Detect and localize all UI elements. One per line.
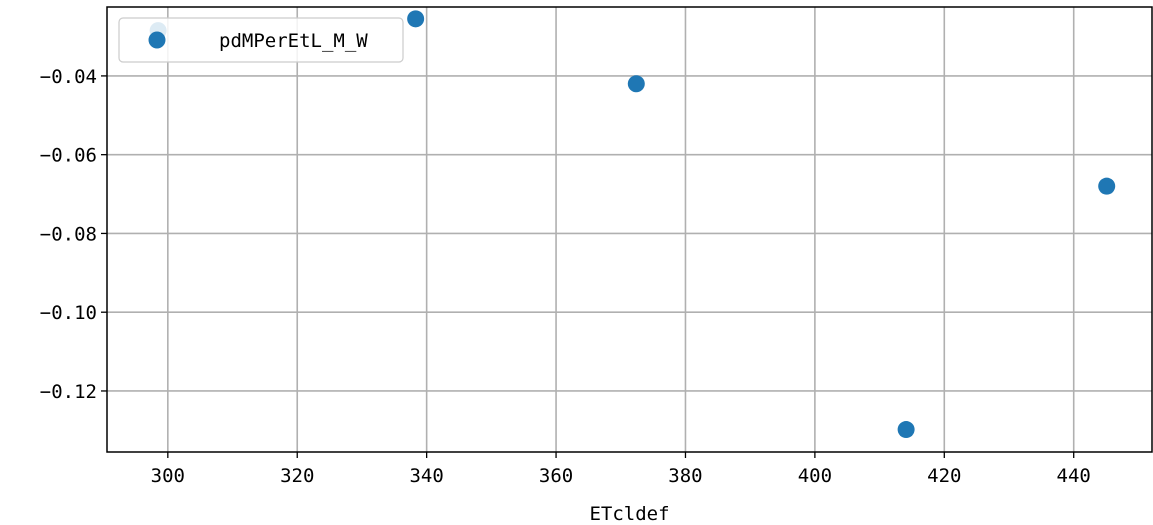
x-tick-label: 400 (798, 465, 832, 487)
data-point (897, 421, 915, 439)
legend: pdMPerEtL_M_W (118, 17, 404, 63)
x-axis-label: ETcldef (589, 503, 669, 525)
legend-entry: pdMPerEtL_M_W (219, 30, 368, 52)
data-point (1098, 177, 1116, 195)
legend-marker (148, 31, 166, 49)
y-tick-label: −0.10 (40, 302, 97, 324)
data-point (407, 10, 425, 28)
x-tick-label: 380 (668, 465, 702, 487)
x-tick-label: 440 (1057, 465, 1091, 487)
grid-lines (107, 7, 1152, 452)
data-point (627, 75, 645, 93)
x-tick-label: 320 (280, 465, 314, 487)
axis-ticks: 300 320 340 360 380 400 420 440 −0.12 −0.10 −0.08 −… (40, 66, 1091, 487)
plot-frame (106, 6, 1153, 453)
y-tick-label: −0.12 (40, 381, 97, 403)
y-tick-label: −0.06 (40, 145, 97, 167)
x-tick-label: 340 (409, 465, 443, 487)
x-tick-label: 420 (927, 465, 961, 487)
x-tick-label: 360 (539, 465, 573, 487)
x-tick-label: 300 (151, 465, 185, 487)
y-tick-label: −0.08 (40, 223, 97, 245)
y-tick-label: −0.04 (40, 66, 97, 88)
data-points (149, 10, 1116, 439)
legend-box (118, 17, 404, 63)
